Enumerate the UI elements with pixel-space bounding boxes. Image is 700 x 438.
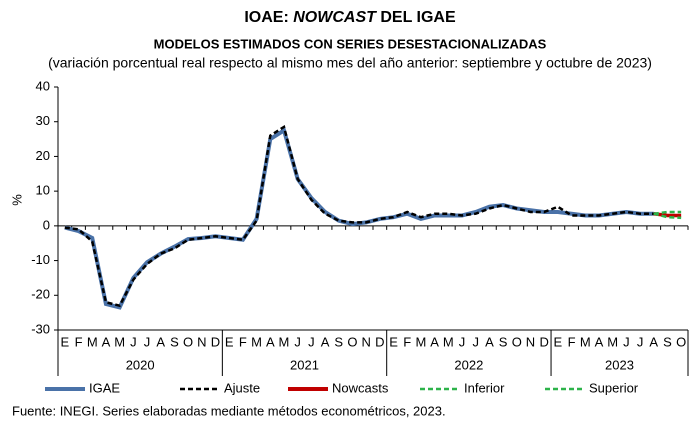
- x-tick-label: N: [361, 334, 370, 349]
- y-axis-label: %: [9, 194, 24, 206]
- x-tick-label: M: [580, 334, 591, 349]
- title-part: DEL IGAE: [376, 9, 456, 26]
- x-tick-label: O: [347, 334, 357, 349]
- x-tick-label: A: [485, 334, 494, 349]
- x-tick-label: M: [87, 334, 98, 349]
- legend-label: Inferior: [464, 380, 505, 395]
- x-tick-label: E: [225, 334, 234, 349]
- x-tick-label: A: [595, 334, 604, 349]
- chart-title: IOAE: NOWCAST DEL IGAE: [244, 9, 456, 26]
- x-tick-label: A: [649, 334, 658, 349]
- y-tick-label: -10: [31, 252, 50, 267]
- x-tick-label: D: [540, 334, 549, 349]
- x-tick-label: F: [239, 334, 247, 349]
- x-tick-label: A: [321, 334, 330, 349]
- line-series: [64, 124, 682, 308]
- x-tick-label: J: [623, 334, 630, 349]
- x-tick-label: M: [607, 334, 618, 349]
- x-tick-label: A: [102, 334, 111, 349]
- legend-label: Ajuste: [224, 380, 260, 395]
- x-tick-label: F: [568, 334, 576, 349]
- y-tick-label: 20: [36, 148, 50, 163]
- x-tick-label: N: [197, 334, 206, 349]
- year-label: 2023: [605, 357, 634, 372]
- x-tick-label: E: [554, 334, 563, 349]
- x-tick-label: J: [459, 334, 466, 349]
- x-tick-label: S: [170, 334, 179, 349]
- x-tick-label: M: [251, 334, 262, 349]
- x-tick-label: D: [375, 334, 384, 349]
- title-part: IOAE:: [244, 9, 293, 26]
- x-tick-label: J: [472, 334, 479, 349]
- x-tick-label: E: [61, 334, 70, 349]
- x-tick-label: S: [663, 334, 672, 349]
- x-tick-label: J: [637, 334, 644, 349]
- legend-label: Superior: [589, 380, 639, 395]
- x-tick-label: S: [499, 334, 508, 349]
- x-tick-label: M: [279, 334, 290, 349]
- x-tick-label: A: [430, 334, 439, 349]
- x-tick-label: A: [266, 334, 275, 349]
- x-tick-label: M: [443, 334, 454, 349]
- year-label: 2020: [126, 357, 155, 372]
- y-tick-label: 30: [36, 113, 50, 128]
- x-tick-label: O: [183, 334, 193, 349]
- year-label: 2021: [290, 357, 319, 372]
- x-tick-label: D: [211, 334, 220, 349]
- source: Fuente: INEGI. Series elaboradas mediant…: [12, 403, 446, 418]
- subtitle: MODELOS ESTIMADOS CON SERIES DESESTACION…: [154, 36, 547, 51]
- x-tick-label: O: [676, 334, 686, 349]
- x-tick-label: J: [308, 334, 315, 349]
- y-tick-label: -20: [31, 287, 50, 302]
- x-tick-label: E: [389, 334, 398, 349]
- y-tick-label: 0: [43, 217, 50, 232]
- x-tick-label: N: [526, 334, 535, 349]
- x-tick-label: M: [114, 334, 125, 349]
- line-series: [653, 212, 682, 220]
- y-tick-label: -30: [31, 321, 50, 336]
- y-tick-label: 40: [36, 78, 50, 93]
- x-tick-label: M: [416, 334, 427, 349]
- legend-label: IGAE: [89, 380, 120, 395]
- x-tick-label: A: [156, 334, 165, 349]
- x-tick-label: O: [512, 334, 522, 349]
- y-tick-label: 10: [36, 183, 50, 198]
- x-tick-label: S: [334, 334, 343, 349]
- x-tick-label: J: [294, 334, 301, 349]
- x-tick-label: F: [75, 334, 83, 349]
- subtitle: (variación porcentual real respecto al m…: [48, 55, 652, 71]
- title-part: NOWCAST: [293, 9, 377, 26]
- x-tick-label: J: [130, 334, 137, 349]
- line-series: [64, 127, 654, 310]
- x-tick-label: F: [403, 334, 411, 349]
- legend-label: Nowcasts: [332, 380, 389, 395]
- line-series: [653, 210, 682, 215]
- x-tick-label: J: [144, 334, 151, 349]
- year-label: 2022: [454, 357, 483, 372]
